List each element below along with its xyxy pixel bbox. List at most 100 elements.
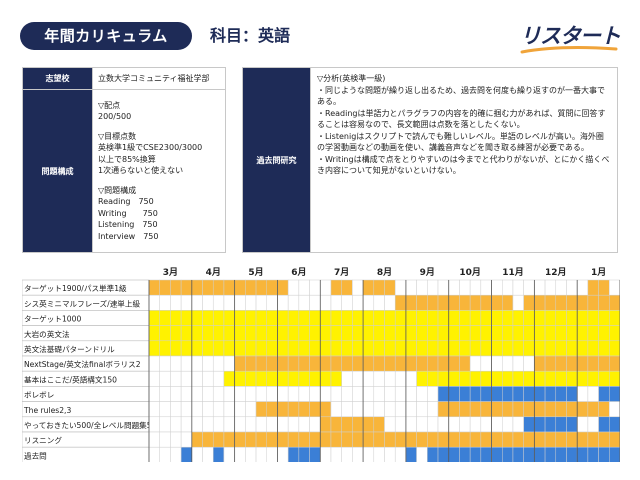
schedule-cell xyxy=(480,386,492,402)
schedule-cell xyxy=(459,431,471,448)
schedule-cell xyxy=(598,446,610,462)
schedule-cell xyxy=(427,416,439,433)
schedule-cell xyxy=(234,431,246,448)
schedule-cell xyxy=(309,431,321,448)
schedule-cell xyxy=(523,370,535,387)
schedule-cell xyxy=(405,386,417,402)
structure-details: ▽配点 200/500 ▽目標点数 英検準1級でCSE2300/3000 以上で… xyxy=(92,89,226,253)
schedule-cell xyxy=(448,310,460,326)
schedule-cell xyxy=(416,325,428,342)
schedule-cell xyxy=(266,310,278,326)
schedule-cell xyxy=(469,279,482,296)
schedule-cell xyxy=(523,401,535,418)
schedule-cell xyxy=(394,294,407,311)
schedule-cell xyxy=(277,386,289,402)
schedule-cell xyxy=(566,279,578,296)
schedule-cell xyxy=(180,431,193,448)
schedule-cell xyxy=(587,431,599,448)
schedule-cell xyxy=(384,310,396,326)
schedule-cell xyxy=(416,355,428,372)
schedule-cell xyxy=(405,340,417,357)
schedule-cell xyxy=(223,355,235,372)
month-label: 11月 xyxy=(502,267,524,278)
schedule-cell xyxy=(212,446,225,462)
schedule-cell xyxy=(330,370,342,387)
schedule-cell xyxy=(298,416,310,433)
schedule-cell xyxy=(341,431,353,448)
schedule-cell xyxy=(180,401,193,418)
schedule-cell xyxy=(405,294,417,311)
schedule-cell xyxy=(362,401,375,418)
schedule-cell xyxy=(212,355,225,372)
schedule-cell xyxy=(287,401,300,418)
schedule-cell xyxy=(544,310,557,326)
schedule-cell xyxy=(384,340,396,357)
schedule-cell xyxy=(266,401,278,418)
schedule-cell xyxy=(341,325,353,342)
schedule-cell xyxy=(609,431,620,448)
schedule-cell xyxy=(341,355,353,372)
schedule-cell xyxy=(373,310,385,326)
schedule-cell xyxy=(502,431,514,448)
schedule-cell xyxy=(523,294,535,311)
schedule-cell xyxy=(341,279,353,296)
schedule-cell xyxy=(362,325,375,342)
schedule-cell xyxy=(416,416,428,433)
schedule-cell xyxy=(148,310,160,326)
schedule-cell xyxy=(459,446,471,462)
schedule-cell xyxy=(266,325,278,342)
structure-line: Listening 750 xyxy=(98,220,158,230)
schedule-cell xyxy=(502,325,514,342)
schedule-cell xyxy=(266,355,278,372)
schedule-cell xyxy=(223,325,235,342)
schedule-cell xyxy=(609,416,620,433)
subject-label: 科目：英語 xyxy=(210,26,291,45)
schedule-cell xyxy=(448,279,460,296)
schedule-cell xyxy=(512,294,524,311)
schedule-cell xyxy=(491,310,503,326)
schedule-cell xyxy=(320,401,332,418)
schedule-cell xyxy=(191,279,203,296)
schedule-cell xyxy=(448,325,460,342)
schedule-cell xyxy=(555,386,567,402)
schedule-cell xyxy=(512,340,524,357)
schedule-cell xyxy=(373,370,385,387)
schedule-cell xyxy=(277,325,289,342)
schedule-cell xyxy=(320,431,332,448)
schedule-cell xyxy=(502,370,514,387)
schedule-cell xyxy=(330,431,342,448)
schedule-cell xyxy=(555,446,567,462)
schedule-cell xyxy=(469,446,482,462)
schedule-cell xyxy=(459,401,471,418)
schedule-cell xyxy=(491,279,503,296)
schedule-cell xyxy=(416,340,428,357)
schedule-cell xyxy=(309,386,321,402)
schedule-cell xyxy=(180,355,193,372)
schedule-cell xyxy=(170,340,182,357)
schedule-cell xyxy=(341,416,353,433)
schedule-cell xyxy=(534,416,546,433)
schedule-cell xyxy=(416,386,428,402)
score-value: 200/500 xyxy=(98,112,132,122)
schedule-cell xyxy=(405,355,417,372)
schedule-cell xyxy=(309,416,321,433)
school-info-table: 志望校 立数大学コミュニティ福祉学部 問題構成 ▽配点 200/500 ▽目標点… xyxy=(22,67,226,253)
schedule-cell xyxy=(480,416,492,433)
schedule-cell xyxy=(459,310,471,326)
schedule-cell xyxy=(555,340,567,357)
schedule-cell xyxy=(598,355,610,372)
schedule-cell xyxy=(405,370,417,387)
schedule-cell xyxy=(566,431,578,448)
schedule-cell xyxy=(598,310,610,326)
schedule-cell xyxy=(330,279,342,296)
schedule-cell xyxy=(245,279,257,296)
schedule-cell xyxy=(437,386,449,402)
schedule-cell xyxy=(523,355,535,372)
schedule-cell xyxy=(202,340,214,357)
schedule-cell xyxy=(544,355,557,372)
schedule-cell xyxy=(523,310,535,326)
schedule-cell xyxy=(416,446,428,462)
schedule-cell xyxy=(427,355,439,372)
schedule-cell xyxy=(427,340,439,357)
schedule-cell xyxy=(245,416,257,433)
